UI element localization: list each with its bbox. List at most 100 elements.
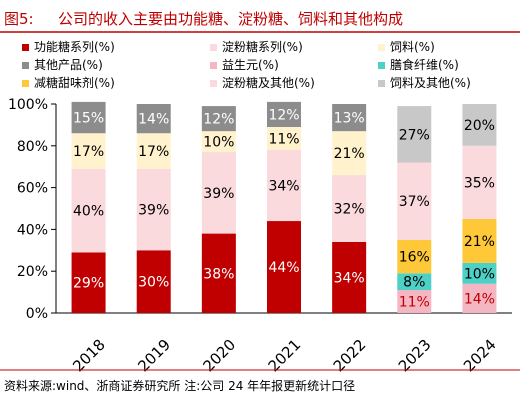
bar-value-label: 17% bbox=[138, 144, 169, 160]
bar-value-label: 16% bbox=[399, 250, 430, 266]
x-tick-label: 2020 bbox=[199, 336, 239, 376]
legend-swatch bbox=[210, 62, 217, 69]
bar-segment bbox=[201, 106, 236, 132]
y-tick-label: 40% bbox=[17, 222, 48, 238]
legend-label: 功能糖系列(%) bbox=[34, 39, 115, 54]
legend-swatch bbox=[210, 44, 217, 51]
x-tick-label: 2023 bbox=[395, 336, 435, 376]
legend-swatch bbox=[378, 44, 385, 51]
legend-label: 淀粉糖及其他(%) bbox=[222, 75, 315, 90]
x-tick-label: 2022 bbox=[330, 336, 370, 376]
legend-item: 淀粉糖系列(%) bbox=[210, 39, 303, 54]
x-tick-labels: 2018 2019 2020 2021 2022 2023 2024 bbox=[69, 336, 500, 376]
bar-value-label: 11% bbox=[399, 295, 430, 311]
bar-segment bbox=[201, 131, 236, 153]
bar-segment bbox=[397, 273, 432, 291]
bar-segment bbox=[201, 233, 236, 313]
legend-label: 饲料(%) bbox=[390, 40, 435, 54]
source-note: 资料来源:wind、浙商证券研究所 注:公司 24 年年报更新统计口径 bbox=[4, 378, 355, 393]
bar-segment bbox=[332, 104, 367, 132]
y-tick-label: 0% bbox=[26, 306, 48, 322]
bars: 29% 40% 17% 15% 30% 39% 17% 14% 38% 39% 10% 12% 44% 3… bbox=[71, 101, 497, 313]
legend-item: 益生元(%) bbox=[210, 58, 279, 72]
bar-value-label: 44% bbox=[268, 260, 299, 276]
figure-title-group: 图5: 公司的收入主要由功能糖、淀粉糖、饲料和其他构成 bbox=[0, 10, 520, 33]
legend-swatch bbox=[22, 80, 29, 87]
bar-segment bbox=[332, 241, 367, 313]
bar-value-label: 13% bbox=[334, 111, 365, 127]
bar-value-label: 27% bbox=[399, 127, 430, 143]
legend-swatch bbox=[22, 44, 29, 51]
bar-value-label: 14% bbox=[464, 291, 495, 307]
y-tick-label: 80% bbox=[17, 139, 48, 155]
bar-value-label: 20% bbox=[464, 118, 495, 134]
legend-swatch bbox=[378, 62, 385, 69]
bar-segment bbox=[71, 133, 106, 169]
bar-value-label: 30% bbox=[138, 275, 169, 291]
bar-value-label: 15% bbox=[73, 111, 104, 127]
legend-swatch bbox=[378, 80, 385, 87]
bar-value-label: 35% bbox=[464, 175, 495, 191]
bar-value-label: 10% bbox=[203, 135, 234, 151]
bar-segment bbox=[397, 239, 432, 274]
legend-label: 减糖甜味剂(%) bbox=[34, 75, 115, 90]
bar-value-label: 21% bbox=[464, 234, 495, 250]
bar-value-label: 29% bbox=[73, 276, 104, 292]
bar-segment bbox=[267, 126, 301, 150]
bar-segment bbox=[332, 175, 367, 242]
bar-segment bbox=[71, 101, 106, 134]
bar-value-label: 38% bbox=[203, 266, 234, 282]
x-tick-label: 2019 bbox=[134, 336, 174, 376]
bar-value-label: 12% bbox=[203, 112, 234, 128]
legend-item: 饲料及其他(%) bbox=[378, 76, 471, 90]
legend-item: 减糖甜味剂(%) bbox=[22, 75, 115, 90]
bar-segment bbox=[462, 218, 497, 263]
legend-item: 其他产品(%) bbox=[22, 58, 103, 72]
bar-value-label: 37% bbox=[399, 194, 430, 210]
bar-segment bbox=[462, 145, 497, 219]
bar-value-label: 12% bbox=[268, 107, 299, 123]
legend-item: 膳食纤维(%) bbox=[378, 57, 459, 72]
x-tick-label: 2024 bbox=[460, 336, 500, 376]
x-tick-label: 2021 bbox=[265, 336, 305, 376]
bar-value-label: 39% bbox=[203, 186, 234, 202]
axes: 0% 20% 40% 60% 80% 100% bbox=[8, 97, 512, 322]
bar-value-label: 17% bbox=[73, 144, 104, 160]
bar-value-label: 11% bbox=[268, 131, 299, 147]
legend-label: 膳食纤维(%) bbox=[390, 57, 459, 72]
y-tick-label: 60% bbox=[17, 181, 48, 197]
legend-label: 饲料及其他(%) bbox=[390, 76, 471, 90]
legend: 功能糖系列(%) 淀粉糖系列(%) 饲料(%) 其他产品(%) 益生元(%) 膳食纤维(%… bbox=[22, 39, 471, 90]
bar-value-label: 14% bbox=[138, 112, 169, 128]
legend-label: 益生元(%) bbox=[222, 58, 279, 72]
bar-value-label: 8% bbox=[403, 275, 425, 291]
legend-item: 饲料(%) bbox=[378, 40, 435, 54]
legend-item: 淀粉糖及其他(%) bbox=[210, 75, 315, 90]
bar-value-label: 34% bbox=[268, 179, 299, 195]
bar-value-label: 39% bbox=[138, 203, 169, 219]
bar-value-label: 21% bbox=[334, 146, 365, 162]
bar-segment bbox=[397, 162, 432, 240]
bar-segment bbox=[462, 262, 497, 284]
bar-segment bbox=[71, 168, 106, 253]
bar-value-label: 32% bbox=[334, 202, 365, 218]
legend-swatch bbox=[210, 80, 217, 87]
bar-segment bbox=[462, 283, 497, 313]
bar-segment bbox=[267, 149, 301, 222]
bar-segment bbox=[201, 152, 236, 234]
bar-segment bbox=[397, 290, 432, 313]
bar-segment bbox=[332, 131, 367, 176]
bar-segment bbox=[71, 252, 106, 313]
legend-swatch bbox=[22, 62, 29, 69]
figure-label: 图5: bbox=[4, 10, 34, 28]
figure-title: 公司的收入主要由功能糖、淀粉糖、饲料和其他构成 bbox=[58, 10, 403, 28]
bar-value-label: 40% bbox=[73, 204, 104, 220]
bar-segment bbox=[267, 101, 301, 127]
x-tick-label: 2018 bbox=[69, 336, 109, 376]
bar-value-label: 34% bbox=[334, 270, 365, 286]
y-tick-label: 20% bbox=[17, 264, 48, 280]
legend-label: 其他产品(%) bbox=[34, 58, 103, 72]
legend-label: 淀粉糖系列(%) bbox=[222, 39, 303, 54]
